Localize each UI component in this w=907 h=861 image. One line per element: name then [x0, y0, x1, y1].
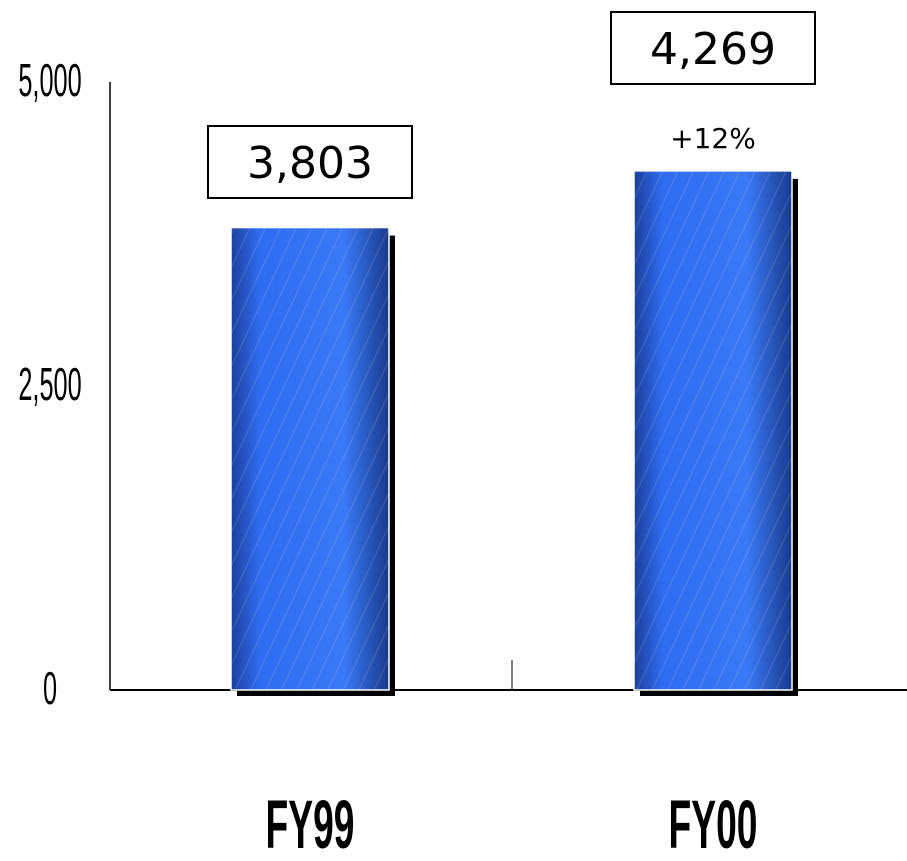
y-tick-label: 2,500 [18, 358, 81, 410]
growth-annotation: +12% [670, 122, 756, 155]
data-label-box [610, 11, 816, 85]
data-label-box [207, 125, 413, 199]
bar-texture [231, 227, 389, 690]
x-category-label: FY00 [669, 786, 758, 861]
y-tick-label: 0 [43, 662, 57, 714]
bar-texture [634, 170, 792, 691]
x-category-label: FY99 [266, 786, 355, 861]
data-label: 3,803 [247, 138, 373, 189]
data-label: 4,269 [650, 24, 776, 75]
y-tick-label: 5,000 [18, 54, 81, 106]
